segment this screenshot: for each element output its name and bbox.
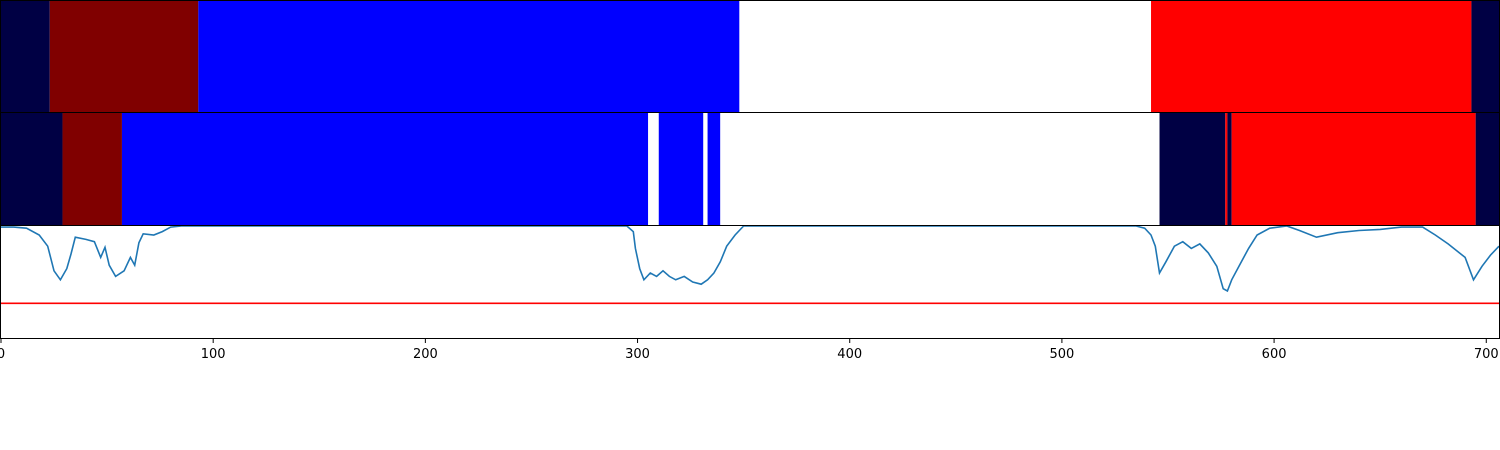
segment-band	[49, 1, 199, 112]
x-tick-label: 0	[0, 347, 5, 362]
x-tick-label: 600	[1262, 347, 1287, 362]
x-tick-label: 200	[413, 347, 438, 362]
segment-track-top	[0, 0, 1500, 113]
segment-band	[1, 1, 50, 112]
x-tick-label: 400	[837, 347, 862, 362]
panel-frame	[0, 225, 1500, 339]
segment-band	[703, 113, 708, 225]
segment-band	[198, 1, 740, 112]
x-tick-label: 100	[201, 347, 226, 362]
segment-band	[121, 113, 649, 225]
segment-band	[720, 113, 1160, 225]
segment-band	[658, 113, 704, 225]
segment-band	[707, 113, 721, 225]
segment-track-middle	[0, 112, 1500, 226]
segment-band	[1159, 113, 1226, 225]
score-line-panel	[0, 225, 1500, 339]
segment-band	[1, 113, 63, 225]
segment-band	[1475, 113, 1499, 225]
segment-band	[1471, 1, 1499, 112]
segment-band	[1227, 113, 1232, 225]
segment-band	[1225, 113, 1228, 225]
segment-band	[1151, 1, 1472, 112]
segment-band	[648, 113, 659, 225]
x-tick-label: 300	[625, 347, 650, 362]
score-line	[1, 225, 1500, 293]
segment-band	[62, 113, 122, 225]
x-axis: 0 100 200 300 400 500 600 700	[0, 338, 1499, 362]
segment-band	[1231, 113, 1476, 225]
x-tick-label: 700	[1474, 347, 1499, 362]
x-tick-label: 500	[1049, 347, 1074, 362]
segment-band	[739, 1, 1152, 112]
